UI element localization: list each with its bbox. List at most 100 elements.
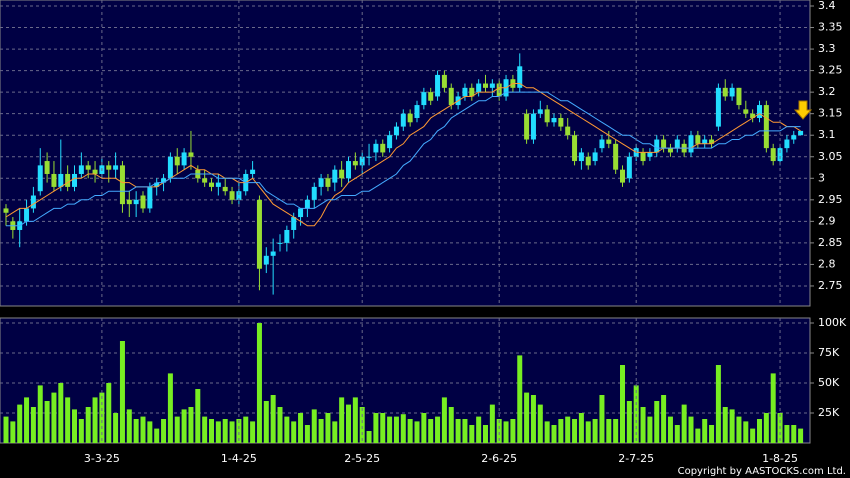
volume-bar (681, 404, 687, 443)
volume-bar (263, 401, 269, 443)
volume-bar (209, 419, 214, 443)
volume-bar (640, 407, 646, 443)
volume-bar (592, 419, 598, 443)
candle-body (647, 152, 653, 157)
volume-bar (243, 416, 249, 443)
candle-body (496, 83, 502, 97)
volume-bar (674, 425, 680, 443)
candle-body (51, 173, 57, 187)
volume-bar (791, 425, 797, 443)
candle-body (585, 156, 591, 166)
candle-body (58, 173, 64, 187)
copyright: Copyright by AASTOCKS.com Ltd. (678, 466, 846, 477)
candle-body (572, 135, 578, 162)
candle-body (448, 87, 454, 106)
candle-body (380, 143, 386, 153)
volume-bar (51, 392, 57, 443)
candle-body (222, 186, 228, 192)
volume-bar (462, 419, 468, 443)
candle-body (729, 87, 735, 97)
candle-body (524, 113, 530, 140)
y-tick-label: 3.35 (818, 21, 843, 34)
volume-bar (24, 397, 30, 443)
volume-bar (770, 373, 776, 443)
volume-bar (181, 409, 187, 443)
candle-body (599, 139, 605, 149)
volume-bar (565, 416, 571, 443)
candle-body (387, 135, 393, 149)
volume-bar (578, 413, 584, 443)
volume-bar (599, 395, 605, 443)
candle-body (229, 191, 235, 200)
volume-bar (647, 416, 653, 443)
candle-body (421, 92, 427, 106)
volume-bar (585, 421, 591, 443)
candle-body (791, 135, 797, 140)
candle-body (592, 152, 598, 162)
candle-body (544, 109, 550, 123)
candle-body (24, 208, 30, 222)
candle-body (44, 161, 50, 174)
candle-body (72, 173, 77, 187)
volume-bar (695, 428, 701, 443)
volume-bar (167, 373, 173, 443)
volume-bar (524, 392, 530, 443)
volume-bar (154, 428, 160, 443)
candle-body (277, 242, 283, 244)
candle-body (332, 169, 338, 183)
volume-bar (572, 419, 578, 443)
volume-bar (298, 413, 304, 443)
volume-bar (798, 428, 804, 443)
candle-body (489, 83, 495, 88)
candle-body (736, 87, 742, 106)
volume-bar (119, 341, 125, 443)
candle-body (154, 182, 160, 187)
candle-body (702, 139, 708, 144)
volume-bar (503, 421, 509, 443)
volume-bar (236, 419, 242, 443)
volume-bar (729, 409, 735, 443)
y-tick-label: 3.05 (818, 150, 843, 163)
candle-body (85, 165, 91, 170)
candle-body (435, 74, 441, 97)
candle-body (106, 165, 112, 170)
candle-body (298, 208, 304, 218)
volume-bar (318, 419, 324, 443)
candle-body (236, 191, 242, 200)
candle-body (304, 199, 310, 209)
volume-bar (174, 416, 180, 443)
candle-body (695, 135, 701, 144)
x-tick-label: 2-6-25 (481, 452, 517, 465)
y-tick-label: 3.1 (818, 128, 836, 141)
volume-bar (366, 431, 372, 443)
y-tick-label: 3.25 (818, 64, 843, 77)
candle-body (126, 199, 132, 205)
volume-bar (99, 392, 105, 443)
candle-body (407, 113, 413, 123)
volume-bar (188, 407, 194, 443)
candle-body (558, 117, 564, 127)
x-tick-label: 3-3-25 (84, 452, 120, 465)
candle-body (688, 135, 694, 153)
volume-bar (626, 401, 632, 443)
volume-bar (291, 421, 297, 443)
candle-body (763, 105, 769, 149)
volume-bar (489, 404, 495, 443)
candle-body (263, 255, 269, 265)
volume-bar (304, 425, 310, 443)
candle-body (441, 74, 447, 88)
volume-bar (757, 419, 762, 443)
candle-body (119, 165, 125, 205)
volume-bar (256, 323, 262, 443)
candle-body (325, 178, 331, 187)
volume-bar (551, 425, 557, 443)
volume-bar (702, 419, 708, 443)
y-tick-label: 3 (818, 171, 825, 184)
y-tick-label: 3.4 (818, 0, 836, 12)
volume-bar (784, 425, 790, 443)
volume-bar (270, 395, 276, 443)
volume-bar (510, 419, 516, 443)
candle-body (78, 165, 84, 174)
candle-body (483, 83, 488, 88)
